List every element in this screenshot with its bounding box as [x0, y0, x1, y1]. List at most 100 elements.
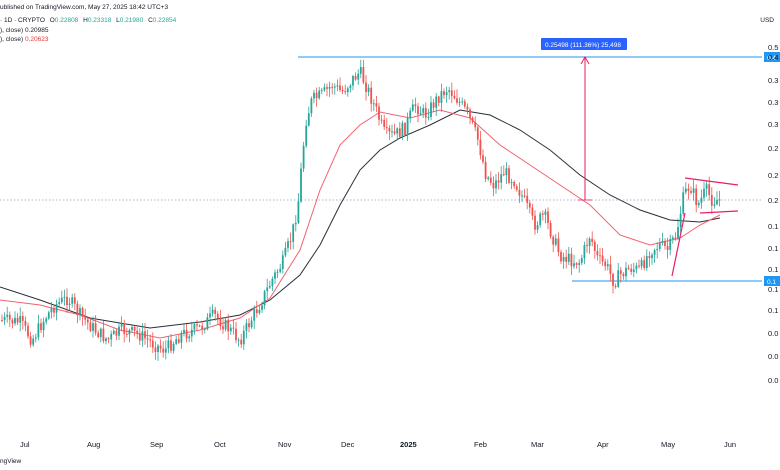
measure-arrowhead — [580, 55, 590, 65]
candle-body — [570, 253, 573, 267]
candle-body — [211, 309, 214, 314]
candle-body — [372, 103, 375, 105]
candle-body — [300, 168, 302, 202]
candle-body — [692, 188, 695, 193]
candle-body — [86, 319, 89, 323]
candle-body — [354, 75, 357, 80]
price-tick-label: 0.4 — [768, 53, 778, 62]
candle-body — [258, 309, 261, 314]
candle-body — [79, 308, 81, 315]
candle-body — [619, 270, 622, 275]
candle-body — [188, 336, 191, 339]
candle-body — [604, 261, 607, 267]
candle-body — [463, 101, 466, 107]
candle-body — [385, 127, 388, 129]
candle-body — [227, 319, 230, 332]
level-badge-top — [764, 52, 780, 62]
candle-body — [502, 174, 505, 176]
candle-body — [146, 338, 149, 340]
candle-body — [177, 339, 180, 343]
level-badge-bottom-text: 0.1 — [767, 279, 776, 286]
candle-body — [310, 98, 313, 114]
candle-body — [32, 338, 35, 345]
candle-body — [638, 265, 640, 267]
candle-body — [583, 245, 586, 259]
candle-body — [697, 202, 700, 206]
candle-body — [684, 188, 687, 193]
candle-body — [539, 213, 542, 226]
candle-body — [305, 125, 308, 146]
candle-body — [645, 256, 648, 269]
price-tick-label: 0.2 — [768, 144, 778, 153]
candle-body — [440, 91, 443, 103]
candle-body — [567, 253, 570, 262]
candle-body — [167, 340, 170, 349]
candle-body — [222, 326, 224, 330]
date-tick-label: Feb — [474, 440, 487, 449]
triangle-upper — [684, 177, 739, 186]
candle-body — [203, 329, 206, 331]
candle-body — [375, 103, 378, 107]
candle-body — [536, 225, 539, 230]
candle-body — [554, 238, 557, 245]
date-tick-label: Sep — [150, 440, 163, 449]
candle-body — [508, 168, 510, 183]
candle-body — [557, 238, 560, 253]
ma-short-value: 0.20623 — [24, 36, 49, 43]
candle-body — [138, 333, 141, 341]
price-axis: 0.50.40.30.30.30.20.20.20.10.10.10.10.10… — [768, 43, 778, 385]
candle-body — [383, 119, 386, 128]
candle-body — [193, 324, 196, 330]
candle-body — [705, 184, 708, 189]
candle-body — [292, 224, 295, 242]
candle-body — [172, 343, 175, 351]
date-tick-label: Apr — [597, 440, 609, 449]
candle-body — [34, 337, 37, 339]
price-tick-label: 0.0 — [768, 352, 778, 361]
candle-body — [107, 338, 110, 340]
candle-body — [281, 255, 284, 269]
candle-body — [268, 285, 271, 288]
candle-body — [599, 255, 601, 257]
candle-body — [63, 296, 66, 298]
candle-body — [671, 237, 674, 239]
candle-body — [102, 328, 105, 342]
candle-body — [632, 269, 635, 272]
candle-body — [68, 303, 71, 306]
candle-body — [625, 267, 627, 277]
candle-body — [658, 242, 661, 249]
candle-body — [229, 327, 232, 332]
candle-body — [549, 222, 552, 237]
candle-body — [664, 240, 666, 247]
triangle-lower — [699, 210, 739, 214]
candle-body — [232, 327, 235, 329]
candle-body — [565, 256, 568, 262]
candle-body — [284, 247, 287, 256]
candle-body — [240, 339, 243, 345]
candle-body — [76, 303, 79, 315]
candle-body — [224, 319, 227, 330]
symbol-label: · 1D · CRYPTO — [0, 17, 45, 24]
candle-body — [331, 86, 334, 88]
price-tick-label: 0.3 — [768, 76, 778, 85]
candle-body — [445, 92, 448, 96]
candle-body — [588, 238, 591, 247]
candle-body — [89, 322, 92, 331]
tradingview-footer: ngView — [0, 458, 22, 465]
candle-body — [635, 265, 638, 270]
candle-body — [443, 91, 445, 96]
candle-body — [201, 325, 204, 330]
ma-long-line — [0, 109, 721, 329]
candle-body — [388, 128, 391, 132]
ma-short-legend: ), close) 0.20623 — [0, 36, 49, 43]
candle-body — [596, 250, 599, 256]
candle-body — [450, 90, 453, 97]
price-tick-label: 0.2 — [768, 196, 778, 205]
candle-body — [682, 192, 685, 214]
price-tick-label: 0.1 — [768, 306, 778, 315]
candle-body — [515, 186, 518, 190]
candle-body — [133, 326, 136, 331]
candle-body — [687, 188, 690, 191]
ohlc-close: C0.22854 — [148, 17, 177, 24]
